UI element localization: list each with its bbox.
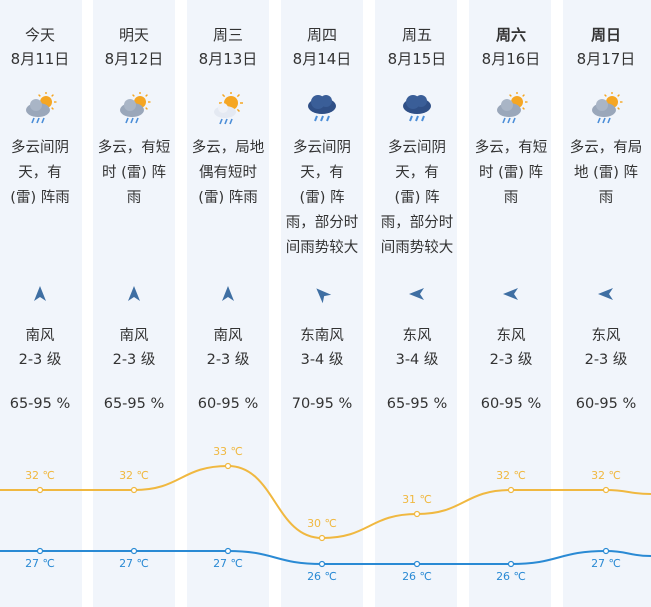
description-line: 雨 [126,190,142,206]
humidity: 60-95 % [480,396,542,412]
wind-level: 2-3 级 [18,352,62,368]
description-line: 天，有 [395,165,439,181]
wind-direction: 南风 [119,328,149,344]
wind-direction-arrow-icon [124,284,144,304]
day-name: 明天 [118,26,149,44]
day-date: 8月16日 [481,50,541,68]
description-line: 多云间阴 [293,140,351,156]
humidity: 65-95 % [103,396,165,412]
description-line: 多云间阴 [11,140,69,156]
wind-level: 3-4 级 [395,352,439,368]
wind-level: 2-3 级 [112,352,156,368]
description-line: 间雨势较大 [380,240,454,256]
wind-direction: 东风 [591,328,621,344]
wind-direction-arrow-icon [501,284,521,304]
description-line: 时 (雷) 阵 [101,165,167,181]
description-line: 雨 [598,190,614,206]
weather-description: 多云，有短时 (雷) 阵雨 [87,136,181,211]
cloud-rain-sun-icon [589,91,623,126]
description-line: 多云，有短 [97,140,171,156]
wind-level: 2-3 级 [584,352,628,368]
description-line: (雷) 阵 [394,190,440,206]
wind-level: 2-3 级 [489,352,533,368]
description-line: 雨 [503,190,519,206]
dark-cloud-rain-icon [305,92,339,126]
description-line: (雷) 阵雨 [10,190,70,206]
day-date: 8月12日 [104,50,164,68]
cloud-rain-sun-icon [117,91,151,126]
day-date: 8月17日 [576,50,636,68]
weather-description: 多云，有短时 (雷) 阵雨 [464,136,558,211]
day-name: 周六 [495,26,526,44]
description-line: 天，有 [18,165,62,181]
wind-direction: 东风 [402,328,432,344]
wind-direction: 南风 [25,328,55,344]
humidity: 70-95 % [291,396,353,412]
cloud-rain-sun-icon [23,91,57,126]
wind-direction: 东南风 [300,328,344,344]
humidity: 65-95 % [9,396,71,412]
weather-description: 多云间阴天，有 (雷) 阵雨 [0,136,87,211]
wind-direction: 南风 [213,328,243,344]
wind-direction-arrow-icon [30,284,50,304]
description-line: 多云间阴 [388,140,446,156]
weather-description: 多云间阴天，有 (雷) 阵雨，部分时间雨势较大 [370,136,464,261]
weather-description: 多云间阴天，有 (雷) 阵雨，部分时间雨势较大 [275,136,369,261]
wind-direction: 东风 [496,328,526,344]
description-line: 间雨势较大 [285,240,359,256]
description-line: 时 (雷) 阵 [478,165,544,181]
day-name: 周四 [306,26,337,44]
wind-direction-arrow-icon [312,284,332,304]
description-line: (雷) 阵雨 [198,190,258,206]
wind-direction-arrow-icon [596,284,616,304]
day-date: 8月15日 [387,50,447,68]
dark-cloud-rain-icon [400,92,434,126]
humidity: 60-95 % [575,396,637,412]
description-line: 天，有 [300,165,344,181]
wind-level: 2-3 级 [206,352,250,368]
day-date: 8月13日 [198,50,258,68]
humidity: 65-95 % [386,396,448,412]
humidity: 60-95 % [197,396,259,412]
weather-description: 多云，有局地 (雷) 阵雨 [559,136,651,211]
day-name: 周三 [212,26,243,44]
day-name: 今天 [24,26,55,44]
description-line: 雨，部分时 [285,215,359,231]
weather-description: 多云，局地偶有短时 (雷) 阵雨 [181,136,275,211]
day-date: 8月11日 [10,50,70,68]
wind-direction-arrow-icon [218,284,238,304]
day-name: 周五 [401,26,432,44]
day-date: 8月14日 [292,50,352,68]
description-line: 地 (雷) 阵 [573,165,639,181]
description-line: 偶有短时 [199,165,257,181]
wind-level: 3-4 级 [300,352,344,368]
description-line: 多云，有短 [474,140,548,156]
sun-cloud-rain-icon [211,91,245,126]
description-line: 多云，有局 [569,140,643,156]
wind-direction-arrow-icon [407,284,427,304]
cloud-rain-sun-icon [494,91,528,126]
description-line: 雨，部分时 [380,215,454,231]
description-line: (雷) 阵 [299,190,345,206]
description-line: 多云，局地 [191,140,265,156]
day-name: 周日 [590,26,621,44]
